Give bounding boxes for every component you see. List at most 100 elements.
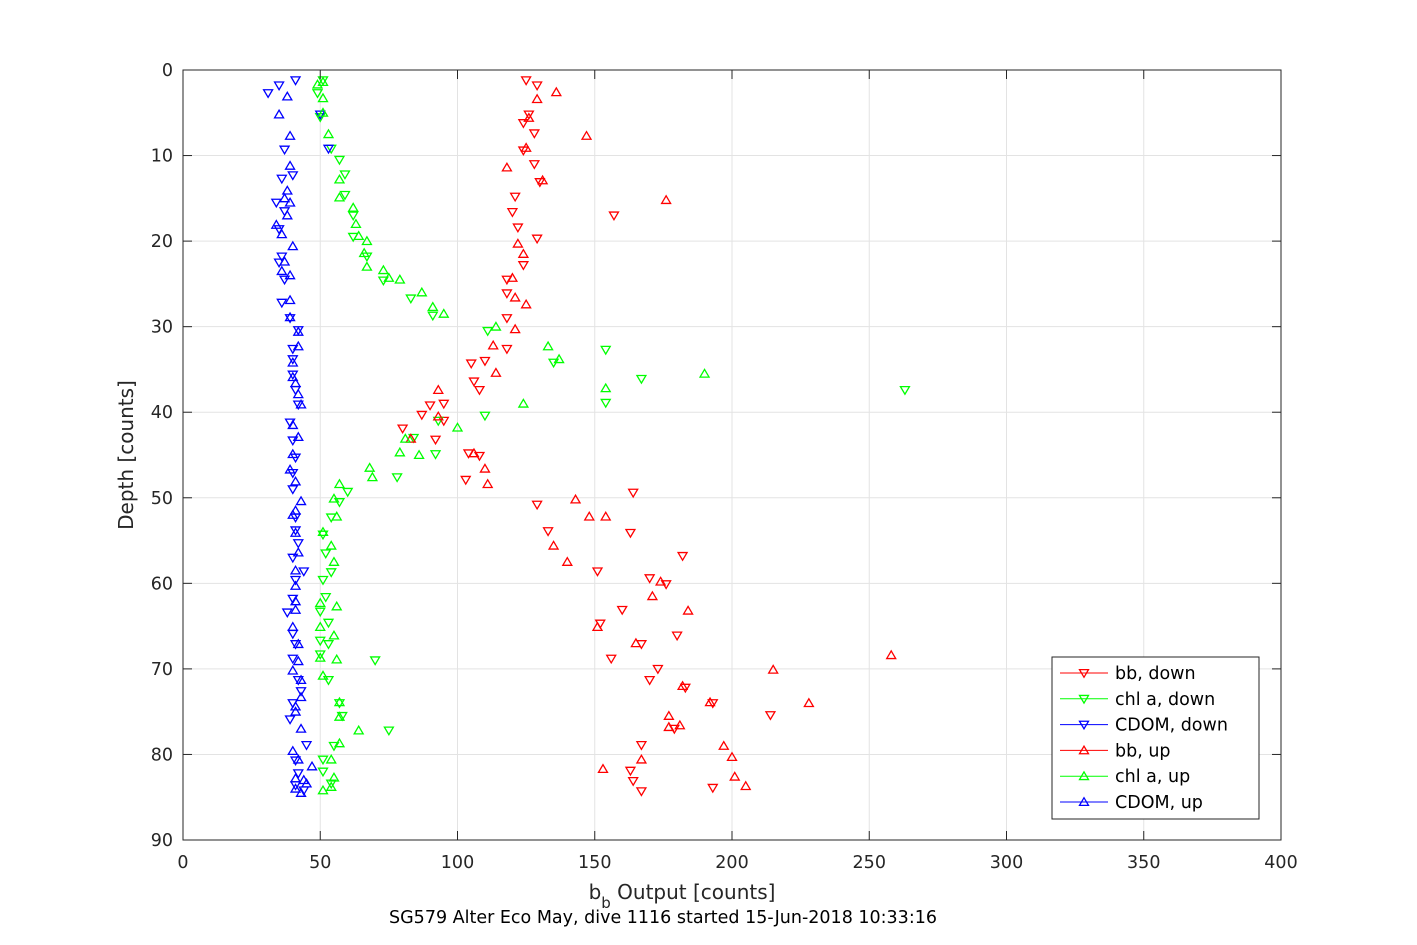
data-point xyxy=(328,629,340,640)
data-point xyxy=(336,711,348,722)
data-point xyxy=(320,592,332,603)
data-point xyxy=(289,706,302,716)
data-point xyxy=(317,784,329,795)
legend-entry: bb, down xyxy=(1060,664,1196,684)
data-point xyxy=(284,418,296,429)
data-point xyxy=(364,462,376,472)
data-point xyxy=(331,600,343,611)
data-point xyxy=(764,711,777,721)
data-point xyxy=(366,471,379,482)
data-point xyxy=(479,356,491,367)
data-point xyxy=(287,654,299,665)
data-point xyxy=(358,247,370,258)
data-point xyxy=(331,653,343,664)
data-point xyxy=(295,691,307,702)
data-point xyxy=(311,89,324,99)
data-point xyxy=(317,575,329,586)
data-point xyxy=(635,787,648,797)
data-point xyxy=(317,526,329,537)
data-point xyxy=(281,90,293,101)
data-point xyxy=(528,160,540,170)
data-point xyxy=(405,294,417,304)
x-tick-label: 400 xyxy=(1264,853,1297,873)
data-point xyxy=(314,652,326,662)
legend: bb, down chl a, down CDOM, down bb, up chl a… xyxy=(1051,656,1260,820)
data-point xyxy=(287,171,299,181)
data-point xyxy=(314,621,326,631)
x-tick-label: 250 xyxy=(853,853,886,873)
data-point xyxy=(287,419,299,430)
data-point xyxy=(292,546,304,557)
data-point xyxy=(361,235,373,246)
data-point xyxy=(300,777,313,788)
data-point xyxy=(547,540,560,550)
data-point xyxy=(325,568,337,578)
data-point xyxy=(314,650,326,660)
data-point xyxy=(517,261,530,271)
data-point xyxy=(383,272,395,282)
x-tick-label: 300 xyxy=(990,853,1023,873)
data-point xyxy=(287,357,299,367)
data-point xyxy=(520,298,532,309)
data-point xyxy=(531,93,543,104)
data-point xyxy=(278,145,291,156)
data-point xyxy=(278,192,291,203)
data-point xyxy=(289,772,302,783)
x-tick-label: 0 xyxy=(177,853,188,873)
data-point xyxy=(698,368,711,378)
data-point xyxy=(314,110,326,121)
data-point xyxy=(325,779,337,790)
data-point xyxy=(600,345,612,356)
data-point xyxy=(580,130,593,140)
y-tick-label: 20 xyxy=(151,232,173,252)
data-point xyxy=(427,311,439,322)
data-point xyxy=(377,264,390,275)
data-point xyxy=(339,170,351,180)
data-point xyxy=(306,760,318,771)
data-point xyxy=(654,576,667,586)
data-point xyxy=(396,424,409,435)
data-point xyxy=(287,370,299,381)
data-point xyxy=(314,607,326,618)
data-point xyxy=(707,783,719,794)
data-point xyxy=(276,174,288,185)
data-point xyxy=(339,190,351,201)
legend-label: CDOM, up xyxy=(1115,793,1203,813)
data-point xyxy=(322,640,335,650)
dive-caption: SG579 Alter Eco May, dive 1116 started 1… xyxy=(389,908,937,928)
data-point xyxy=(317,92,329,103)
y-axis-label: Depth [counts] xyxy=(114,380,138,530)
data-point xyxy=(295,687,307,697)
x-axis-label-rest: Output [counts] xyxy=(611,880,776,904)
data-point xyxy=(536,174,549,185)
y-tick-label: 0 xyxy=(162,61,173,81)
data-point xyxy=(287,509,299,519)
data-point xyxy=(394,446,406,457)
data-point xyxy=(278,256,291,266)
y-tick-label: 80 xyxy=(151,745,173,765)
x-tick-label: 350 xyxy=(1127,853,1160,873)
data-point xyxy=(424,401,436,411)
data-point xyxy=(281,608,293,618)
data-point xyxy=(273,81,285,91)
data-point xyxy=(726,751,738,762)
data-point xyxy=(707,699,719,709)
data-point xyxy=(317,107,329,117)
data-point xyxy=(682,605,694,615)
data-point xyxy=(427,301,439,312)
data-point xyxy=(528,129,540,139)
data-point xyxy=(295,674,307,685)
data-point xyxy=(292,539,304,549)
data-point xyxy=(342,487,354,498)
data-point xyxy=(509,292,521,302)
data-point xyxy=(644,574,656,584)
data-point xyxy=(328,493,340,503)
data-point xyxy=(399,433,411,443)
data-point xyxy=(432,416,444,427)
y-tick-label: 50 xyxy=(151,489,173,509)
x-axis-label-main: b xyxy=(589,880,602,904)
series-bb-down xyxy=(396,76,777,797)
data-point xyxy=(534,178,546,188)
legend-label: bb, up xyxy=(1115,741,1171,761)
data-point xyxy=(273,108,285,119)
